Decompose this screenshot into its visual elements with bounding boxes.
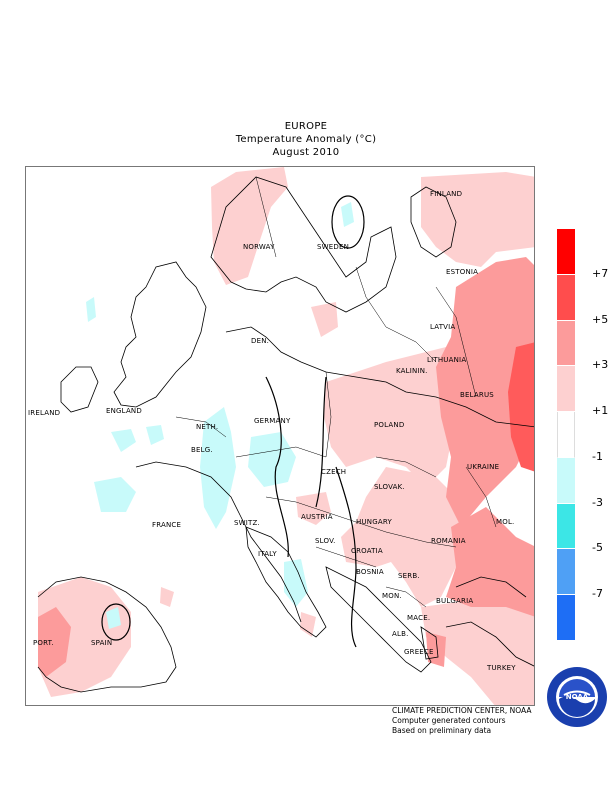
title-region: EUROPE — [284, 121, 328, 132]
map-panel: FINLAND NORWAY SWEDEN ESTONIA LATVIA DEN… — [25, 166, 535, 706]
label-greece: GREECE — [404, 648, 434, 656]
noaa-logo: NOAA — [547, 667, 607, 727]
label-moldova: MOL. — [496, 518, 514, 526]
legend-swatch — [557, 412, 575, 458]
label-finland: FINLAND — [430, 190, 462, 198]
label-bosnia: BOSNIA — [356, 568, 384, 576]
legend-label: +3 — [592, 358, 609, 372]
label-slovakia: SLOVAK. — [374, 483, 405, 491]
anomaly-fill-plus5 — [508, 342, 534, 472]
title-variable: Temperature Anomaly (°C) — [235, 134, 377, 145]
credit-method: Computer generated contours — [392, 716, 506, 725]
credit-data-note: Based on preliminary data — [392, 726, 492, 735]
legend-label: -3 — [592, 495, 603, 509]
legend-swatch — [557, 274, 575, 321]
legend-swatch — [557, 595, 575, 641]
label-austria: AUSTRIA — [301, 513, 333, 521]
label-estonia: ESTONIA — [446, 268, 478, 276]
label-belgium: BELG. — [191, 446, 213, 454]
label-norway: NORWAY — [243, 243, 275, 251]
anomaly-fill-plus1 — [38, 167, 534, 705]
color-legend — [557, 229, 575, 641]
label-turkey: TURKEY — [486, 664, 516, 672]
legend-label: -7 — [592, 587, 603, 601]
legend-swatch — [557, 503, 575, 550]
label-latvia: LATVIA — [430, 323, 455, 331]
zero-contours — [101, 195, 365, 648]
legend-label: +5 — [592, 312, 609, 326]
legend-label: +1 — [592, 404, 609, 418]
coastlines — [37, 176, 534, 693]
credit-source: CLIMATE PREDICTION CENTER, NOAA — [392, 706, 532, 715]
legend-swatch — [557, 549, 575, 596]
anomaly-fill-minus1 — [86, 202, 354, 629]
legend-swatch — [557, 457, 575, 504]
label-england: ENGLAND — [106, 407, 142, 415]
label-france: FRANCE — [152, 521, 181, 529]
label-croatia: CROATIA — [351, 547, 383, 555]
europe-anomaly-map: FINLAND NORWAY SWEDEN ESTONIA LATVIA DEN… — [28, 167, 534, 705]
label-bulgaria: BULGARIA — [436, 597, 473, 605]
legend-swatch — [557, 229, 575, 275]
title-period: August 2010 — [272, 147, 340, 158]
credits: CLIMATE PREDICTION CENTER, NOAA Computer… — [392, 706, 531, 736]
legend-swatch — [557, 366, 575, 413]
legend-label: -1 — [592, 449, 603, 463]
label-poland: POLAND — [374, 421, 404, 429]
label-albania: ALB. — [392, 630, 409, 638]
label-macedonia: MACE. — [407, 614, 430, 622]
map-title: EUROPE Temperature Anomaly (°C) August 2… — [0, 120, 612, 159]
label-ireland: IRELAND — [28, 409, 60, 417]
country-labels: FINLAND NORWAY SWEDEN ESTONIA LATVIA DEN… — [28, 190, 516, 672]
label-hungary: HUNGARY — [356, 518, 392, 526]
label-czech: CZECH — [321, 468, 346, 476]
label-lithuania: LITHUANIA — [427, 356, 466, 364]
label-romania: ROMANIA — [431, 537, 466, 545]
label-denmark: DEN. — [251, 337, 269, 345]
label-germany: GERMANY — [254, 417, 291, 425]
legend-label: -5 — [592, 541, 603, 555]
country-borders — [175, 176, 497, 608]
label-netherlands: NETH. — [196, 423, 218, 431]
label-montenegro: MON. — [382, 592, 402, 600]
label-belarus: BELARUS — [460, 391, 494, 399]
legend-swatch — [557, 320, 575, 367]
label-spain: SPAIN — [91, 639, 112, 647]
noaa-logo-text: NOAA — [566, 693, 589, 701]
label-portugal: PORT. — [33, 639, 54, 647]
anomaly-fill-plus3 — [38, 257, 534, 677]
label-switzerland: SWITZ. — [234, 519, 260, 527]
label-ukraine: UKRAINE — [467, 463, 499, 471]
label-italy: ITALY — [258, 550, 277, 558]
label-kaliningrad: KALININ. — [396, 367, 428, 375]
label-sweden: SWEDEN — [317, 243, 349, 251]
label-slovenia: SLOV. — [315, 537, 336, 545]
legend-label: +7 — [592, 266, 609, 280]
label-serbia: SERB. — [398, 572, 420, 580]
